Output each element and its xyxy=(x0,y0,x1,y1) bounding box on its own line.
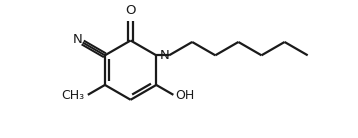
Text: CH₃: CH₃ xyxy=(62,89,85,102)
Text: N: N xyxy=(160,49,170,62)
Text: O: O xyxy=(125,4,136,17)
Text: N: N xyxy=(73,33,83,46)
Text: OH: OH xyxy=(175,89,195,102)
